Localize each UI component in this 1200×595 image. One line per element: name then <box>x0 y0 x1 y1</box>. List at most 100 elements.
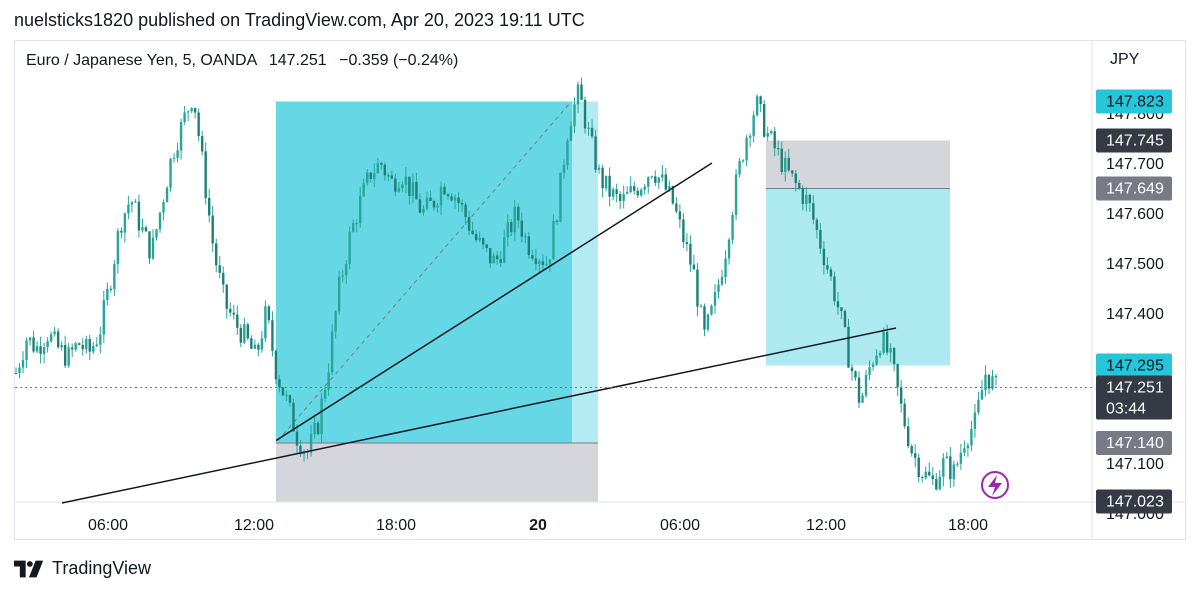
candle-body <box>738 161 741 175</box>
tradingview-logo-icon <box>14 560 44 577</box>
candle-body <box>352 223 355 232</box>
candle-body <box>787 157 790 171</box>
candle-body <box>446 194 450 197</box>
short-stop-zone <box>766 140 950 189</box>
candle-body <box>569 126 573 141</box>
footer-brand[interactable]: TradingView <box>14 558 151 579</box>
candle-body <box>650 176 653 178</box>
candle-body <box>566 140 569 166</box>
candle-body <box>921 477 924 479</box>
candle-body <box>67 347 70 366</box>
candle-body <box>906 426 910 447</box>
candle-body <box>717 284 720 293</box>
price-label-text: 147.823 <box>1106 94 1164 111</box>
time-tick-label: 06:00 <box>88 517 128 534</box>
candle-body <box>703 306 706 330</box>
candle-body <box>829 269 833 277</box>
candle-body <box>481 238 485 245</box>
price-tick-label: 147.700 <box>1106 156 1164 173</box>
candle-body <box>854 371 857 378</box>
candle-body <box>134 201 137 203</box>
candle-body <box>109 288 113 290</box>
candle-body <box>362 183 365 197</box>
trendline-upper <box>275 162 713 442</box>
candle-body <box>25 340 28 360</box>
candle-body <box>316 422 320 435</box>
candle-body <box>576 84 580 105</box>
candle-body <box>780 148 783 173</box>
candle-body <box>657 177 660 183</box>
candle-body <box>14 373 18 374</box>
candle-body <box>148 231 151 259</box>
candle-body <box>752 115 755 136</box>
candle-body <box>636 190 639 196</box>
price-label-text: 147.023 <box>1106 494 1164 511</box>
candle-body <box>801 188 805 205</box>
candle-body <box>492 255 495 264</box>
candle-body <box>892 348 896 365</box>
candle-body <box>250 338 253 349</box>
price-tick-label: 147.500 <box>1106 256 1164 273</box>
candle-body <box>840 307 843 311</box>
candle-body <box>942 458 945 477</box>
candle-body <box>741 160 745 162</box>
candle-body <box>675 203 678 212</box>
candle-body <box>418 199 422 213</box>
time-tick-label: 18:00 <box>948 517 988 534</box>
candle-body <box>538 261 541 265</box>
candle-body <box>337 276 341 312</box>
candle-body <box>759 96 762 104</box>
candle-body <box>408 176 411 197</box>
candle-body <box>896 364 899 387</box>
chart-frame[interactable] <box>14 40 1186 540</box>
candle-body <box>548 259 552 265</box>
candle-body <box>692 264 696 270</box>
candle-body <box>699 306 703 308</box>
price-label-text: 147.295 <box>1106 358 1164 375</box>
candle-body <box>625 192 629 194</box>
candle-body <box>179 121 183 151</box>
candle-body <box>952 464 956 480</box>
candle-body <box>808 194 812 204</box>
candle-body <box>987 374 991 389</box>
candle-body <box>85 339 88 350</box>
candle-body <box>225 284 228 309</box>
candle-body <box>429 197 432 201</box>
candle-body <box>56 331 60 348</box>
price-label-stop <box>1096 431 1172 455</box>
candle-body <box>510 222 513 233</box>
candle-body <box>46 341 49 348</box>
candle-body <box>710 305 713 315</box>
candle-body <box>734 174 738 215</box>
candle-body <box>197 112 200 137</box>
candle-body <box>88 339 91 352</box>
candle-body <box>520 220 524 237</box>
candle-body <box>218 265 221 273</box>
candle-body <box>207 197 211 216</box>
candle-body <box>432 200 436 208</box>
candle-body <box>257 344 260 350</box>
candle-body <box>49 334 53 342</box>
candle-body <box>917 457 920 478</box>
candle-body <box>190 108 193 112</box>
candle-body <box>373 173 376 180</box>
candle-body <box>436 205 439 208</box>
candle-body <box>864 374 868 396</box>
candle-body <box>141 227 144 231</box>
candle-body <box>945 456 949 459</box>
candle-body <box>590 127 594 137</box>
candle-body <box>819 229 822 249</box>
long-stop-zone <box>276 443 598 502</box>
candle-body <box>640 189 643 196</box>
candle-body <box>313 422 316 435</box>
candle-body <box>309 434 313 453</box>
candle-body <box>885 331 889 353</box>
candle-body <box>264 306 267 339</box>
publish-header: nuelsticks1820 published on TradingView.… <box>14 10 585 30</box>
candle-body <box>411 182 415 197</box>
candle-body <box>601 167 604 189</box>
candle-body <box>211 215 214 244</box>
candle-body <box>685 242 689 244</box>
candle-body <box>253 344 257 349</box>
